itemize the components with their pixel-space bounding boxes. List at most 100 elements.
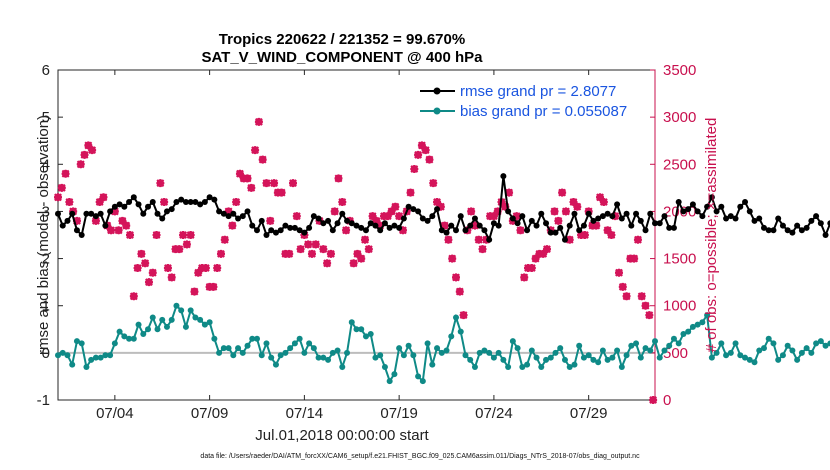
rmse-point [220, 210, 227, 217]
chart-subtitle: SAT_V_WIND_COMPONENT @ 400 hPa [201, 49, 483, 66]
obs-assimilated-point [292, 212, 301, 221]
bias-point [519, 364, 526, 370]
bias-point [168, 316, 175, 323]
bias-point [159, 316, 166, 323]
bias-point [462, 352, 469, 359]
rmse-point [358, 224, 365, 231]
bias-point [130, 335, 137, 342]
rmse-point [102, 222, 109, 229]
rmse-point [656, 220, 663, 227]
bias-point [623, 352, 630, 359]
bias-point [59, 349, 66, 356]
bias-point [111, 340, 118, 347]
bias-point [666, 342, 673, 349]
x-tick-label: 07/09 [191, 405, 229, 422]
rmse-point [604, 210, 611, 217]
obs-assimilated-point [137, 249, 146, 258]
rmse-point [543, 220, 550, 227]
obs-assimilated-point [505, 188, 514, 197]
bias-point [372, 354, 379, 361]
rmse-point [708, 194, 715, 201]
bias-point [424, 340, 431, 347]
bias-point [585, 352, 592, 359]
rmse-point [145, 203, 152, 210]
rmse-point [287, 224, 294, 231]
rmse-point [670, 224, 677, 231]
obs-assimilated-point [599, 198, 608, 206]
bias-point [727, 349, 734, 356]
bias-point [187, 307, 194, 314]
x-tick-label: 07/14 [286, 405, 324, 422]
rmse-point [206, 194, 213, 201]
y-right-tick-label: 0 [663, 392, 671, 409]
rmse-point [514, 220, 521, 227]
rmse-point [348, 220, 355, 227]
rmse-point [377, 227, 384, 234]
rmse-point [277, 227, 284, 234]
bias-point [453, 314, 459, 321]
obs-assimilated-point [436, 202, 445, 211]
rmse-point [325, 217, 332, 224]
bias-point [813, 340, 820, 347]
obs-assimilated-point [395, 212, 404, 221]
bias-point [438, 349, 445, 356]
bias-point [775, 356, 782, 363]
obs-assimilated-point [133, 264, 142, 272]
obs-assimilated-point [254, 117, 263, 126]
rmse-point [813, 213, 820, 220]
obs-assimilated-point [440, 221, 449, 230]
bias-point [249, 335, 256, 342]
bias-point [486, 349, 493, 356]
rmse-point [154, 210, 161, 217]
rmse-point [159, 215, 166, 222]
bias-point [756, 347, 763, 354]
rmse-point [173, 199, 180, 205]
rmse-point [694, 208, 701, 215]
bias-point [201, 321, 208, 328]
bias-point [230, 352, 237, 359]
obs-assimilated-point [372, 216, 381, 225]
rmse-point [396, 224, 403, 231]
obs-assimilated-point [319, 245, 328, 254]
bias-point [495, 349, 502, 356]
rmse-point [244, 208, 251, 215]
obs-assimilated-point [603, 226, 612, 235]
obs-assimilated-point [645, 311, 654, 320]
bias-point [178, 307, 185, 314]
bias-point [263, 340, 270, 347]
bias-point [140, 331, 147, 337]
rmse-point [434, 206, 441, 213]
bias-point [291, 340, 298, 347]
obs-assimilated-point [65, 198, 74, 206]
rmse-point [633, 210, 640, 217]
obs-assimilated-point [307, 249, 316, 258]
rmse-point [509, 215, 516, 222]
bias-point [760, 345, 767, 352]
obs-assimilated-point [410, 165, 419, 173]
bias-point [396, 345, 403, 352]
y-tick-label: 4 [42, 156, 50, 173]
rmse-point [216, 208, 223, 215]
obs-assimilated-point [296, 245, 305, 254]
bias-point [476, 349, 483, 356]
bias-point [652, 338, 658, 345]
x-tick-label: 07/29 [570, 405, 608, 422]
rmse-point [263, 232, 270, 238]
obs-assimilated-point [433, 198, 442, 206]
obs-assimilated-point [417, 141, 426, 150]
bias-point [434, 345, 441, 352]
rmse-point [88, 210, 95, 217]
bias-point [571, 361, 578, 368]
obs-assimilated-point [334, 174, 343, 183]
rmse-point [471, 215, 478, 222]
obs-assimilated-point [474, 235, 483, 244]
rmse-point [187, 199, 194, 205]
obs-assimilated-point [637, 292, 646, 301]
bias-point [661, 347, 668, 354]
bias-point [64, 352, 71, 359]
rmse-point [135, 201, 142, 208]
obs-assimilated-point [118, 216, 127, 225]
bias-point [121, 333, 128, 340]
bias-point [277, 352, 284, 359]
obs-assimilated-point [516, 226, 525, 235]
